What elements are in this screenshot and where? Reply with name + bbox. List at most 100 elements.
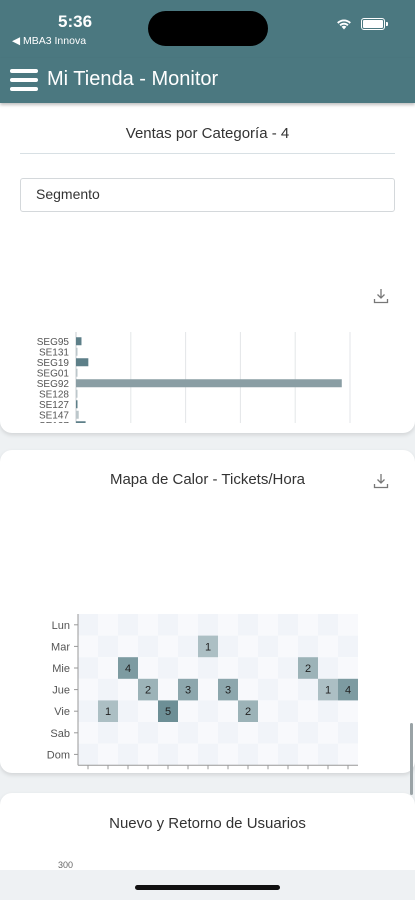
heatmap-cell-empty (298, 635, 318, 658)
scroll-content[interactable]: Ventas por Categoría - 4 Segmento SEG95 S… (0, 103, 415, 870)
heatmap-row-label: Sab (50, 728, 70, 740)
heatmap-cell-empty (178, 635, 198, 658)
heatmap-cell-empty (258, 635, 278, 658)
heatmap-cell-empty (178, 657, 198, 679)
app-title: Mi Tienda - Monitor (47, 68, 219, 90)
heatmap-cell-empty (158, 635, 178, 658)
heatmap-cell-empty (138, 700, 158, 722)
status-icons (335, 17, 388, 30)
heatmap-cell-empty (238, 722, 258, 744)
heatmap-cell-empty (118, 743, 138, 766)
heatmap-cell-empty (158, 722, 178, 744)
heatmap-cell-empty (78, 743, 98, 766)
heatmap-cell-value: 1 (105, 706, 111, 718)
heatmap-cell-empty (238, 678, 258, 701)
heatmap-row-label: Vie (54, 706, 70, 718)
app-header: Mi Tienda - Monitor (0, 58, 415, 103)
scrollbar[interactable] (410, 723, 413, 795)
sales-card-title: Ventas por Categoría - 4 (125, 125, 290, 142)
heatmap-cell-empty (218, 657, 238, 679)
heatmap-cell (118, 657, 138, 679)
heatmap-cell-empty (178, 722, 198, 744)
y-tick-label: SEG95 (37, 337, 70, 348)
heatmap-cell-empty (98, 678, 118, 701)
y-tick-label: SE127 (39, 400, 69, 411)
heatmap-cell-empty (338, 700, 358, 722)
heatmap-cell-empty (298, 614, 318, 636)
heatmap-cell-empty (338, 635, 358, 658)
heatmap-cell-empty (278, 700, 298, 722)
bar-seg92 (76, 379, 342, 388)
heatmap-cell-empty (238, 657, 258, 679)
status-time: 5:36 (58, 12, 93, 31)
heatmap-cell-empty (278, 635, 298, 658)
hamburger-menu-icon[interactable] (10, 67, 38, 93)
heatmap-cell-empty (258, 722, 278, 744)
heatmap-cell-empty (298, 743, 318, 766)
heatmap-cell-empty (218, 722, 238, 744)
users-axis-tick: 300 (58, 860, 74, 870)
heatmap-cell-empty (318, 722, 338, 744)
heatmap-cell-empty (98, 722, 118, 744)
back-to-app-link[interactable]: ◀ MBA3 Innova (12, 35, 87, 47)
heatmap-cell (238, 700, 258, 722)
heatmap-cell (98, 700, 118, 722)
heatmap-cell-empty (98, 743, 118, 766)
heatmap-row-label: Dom (47, 749, 70, 761)
bar-se137 (76, 421, 86, 423)
heatmap-cell-empty (278, 614, 298, 636)
heatmap-cell-empty (338, 614, 358, 636)
heatmap-cell-empty (118, 700, 138, 722)
sales-bar-chart: SEG95SE131SEG19SEG01SEG92SE128SE127SE147… (37, 332, 351, 423)
users-card-title: Nuevo y Retorno de Usuarios (109, 815, 306, 832)
heatmap-cell-empty (158, 678, 178, 701)
download-icon[interactable] (372, 472, 390, 490)
heatmap-cell-value: 4 (125, 663, 131, 675)
home-indicator[interactable] (135, 885, 280, 890)
heatmap-cell-empty (318, 743, 338, 766)
heatmap-cell-empty (78, 700, 98, 722)
heatmap-card: Mapa de Calor - Tickets/Hora Lun Mar Mie Ju… (0, 450, 415, 773)
segment-select[interactable]: Segmento (20, 178, 395, 212)
heatmap-cell-empty (198, 614, 218, 636)
heatmap-cell-empty (118, 635, 138, 658)
heatmap-cell-empty (238, 743, 258, 766)
heatmap-cell-empty (238, 635, 258, 658)
heatmap-row-label: Lun (52, 620, 70, 632)
heatmap-cell-empty (338, 722, 358, 744)
heatmap-cell (198, 635, 218, 658)
bar-se131 (76, 347, 78, 356)
heatmap-cell-empty (78, 722, 98, 744)
heatmap-cell-empty (198, 700, 218, 722)
heatmap-cell-empty (298, 722, 318, 744)
heatmap-cell-empty (318, 657, 338, 679)
battery-icon (361, 17, 388, 30)
y-tick-label: SE128 (39, 389, 69, 400)
tickets-heatmap: LunMarMieJueVieSabDom09:0010:0011:0012:0… (47, 614, 358, 773)
heatmap-cell-value: 2 (145, 685, 151, 697)
heatmap-cell-empty (278, 657, 298, 679)
heatmap-cell-empty (78, 657, 98, 679)
heatmap-cell-empty (318, 614, 338, 636)
heatmap-cell-empty (78, 614, 98, 636)
heatmap-cell-empty (318, 700, 338, 722)
heatmap-cell-value: 3 (185, 685, 191, 697)
heatmap-cell-empty (118, 678, 138, 701)
y-tick-label: SEG19 (37, 358, 70, 369)
heatmap-cell-empty (98, 614, 118, 636)
y-tick-label: SE131 (39, 347, 69, 358)
heatmap-cell-empty (338, 743, 358, 766)
heatmap-cell (178, 678, 198, 701)
heatmap-cell-empty (278, 678, 298, 701)
heatmap-cell-empty (198, 657, 218, 679)
heatmap-cell-empty (138, 657, 158, 679)
heatmap-cell (158, 700, 178, 722)
heatmap-cell-value: 1 (325, 685, 331, 697)
heatmap-cell-empty (138, 635, 158, 658)
heatmap-cell (218, 678, 238, 701)
heatmap-cell-value: 2 (305, 663, 311, 675)
download-icon[interactable] (372, 287, 390, 305)
heatmap-cell-empty (78, 635, 98, 658)
heatmap-cell-value: 5 (165, 706, 171, 718)
bar-seg01 (76, 368, 78, 377)
